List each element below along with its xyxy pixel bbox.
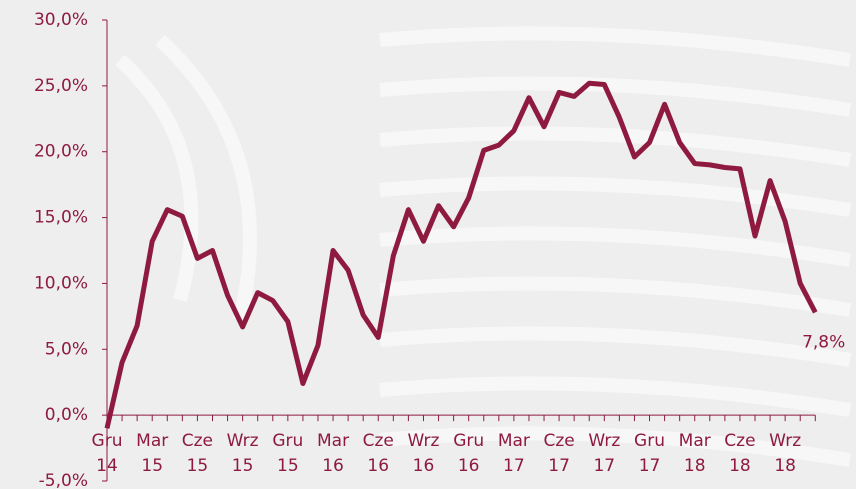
y-tick-label: -5,0%	[39, 471, 88, 489]
x-tick-label: Wrz 15	[226, 431, 259, 476]
y-tick-label: 30,0%	[34, 10, 88, 30]
x-tick-label: Wrz 16	[407, 431, 440, 476]
x-tick-label: Wrz 18	[769, 431, 802, 476]
x-tick-label: Cze 17	[543, 431, 575, 476]
x-tick-label: Mar 17	[497, 431, 530, 476]
x-tick-label: Wrz 17	[588, 431, 621, 476]
x-tick-label: Mar 18	[678, 431, 711, 476]
x-tick-label: Gru 15	[272, 431, 304, 476]
x-tick-label: Cze 15	[181, 431, 214, 476]
y-tick-label: 20,0%	[34, 142, 88, 162]
x-tick-label: Gru 17	[634, 431, 665, 476]
x-tick-label: Cze 18	[724, 431, 756, 476]
y-tick-label: 5,0%	[45, 339, 88, 359]
x-tick-label: Gru 16	[453, 431, 485, 476]
x-tick-label: Cze 16	[362, 431, 394, 476]
x-tick-label: Mar 16	[317, 431, 350, 476]
data-label: 7,8%	[802, 332, 845, 352]
x-tick-label: Gru 14	[91, 431, 123, 476]
y-tick-label: 0,0%	[45, 405, 88, 425]
y-tick-label: 15,0%	[34, 208, 88, 228]
background-pattern	[115, 26, 852, 467]
data-line	[104, 80, 818, 429]
y-tick-label: 10,0%	[34, 273, 88, 293]
y-tick-label: 25,0%	[34, 76, 88, 96]
x-tick-label: Mar 15	[136, 431, 169, 476]
